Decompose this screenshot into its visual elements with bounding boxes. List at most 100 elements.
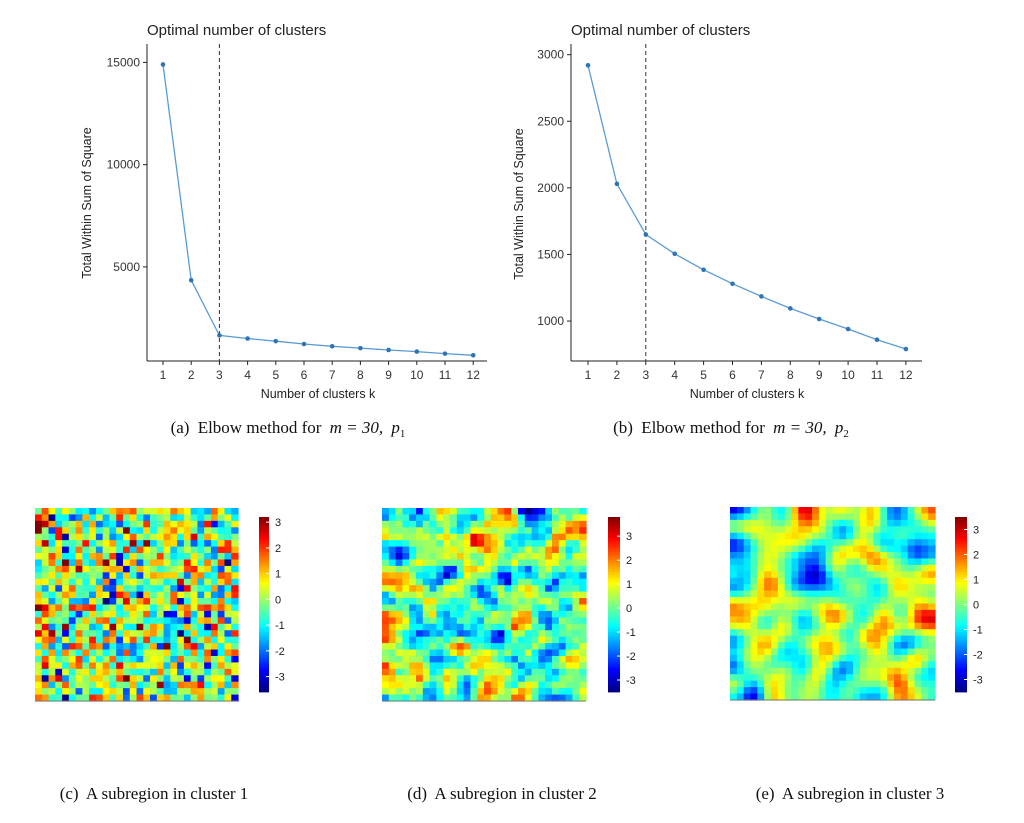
heatmap-cell: [450, 533, 458, 541]
heatmap-cell: [880, 539, 888, 547]
heatmap-cell: [416, 520, 424, 528]
heatmap-cell: [579, 623, 587, 631]
heatmap-cell: [524, 655, 533, 663]
heatmap-cell: [579, 540, 587, 548]
heatmap-cell: [880, 558, 888, 566]
heatmap-cell: [853, 552, 861, 560]
heatmap-cell: [572, 688, 580, 696]
colorbar-segment: [259, 659, 269, 663]
heatmap-cell: [764, 513, 772, 521]
heatmap-cell: [812, 603, 820, 611]
heatmap-cell: [552, 655, 560, 663]
heatmap-cell: [477, 585, 485, 593]
heatmap-cell: [531, 643, 539, 651]
heatmap-cell: [798, 622, 806, 630]
heatmap-cell: [436, 520, 444, 528]
heatmap-cell: [55, 514, 63, 522]
x-tick-label: 11: [439, 368, 452, 382]
heatmap-cell: [409, 553, 417, 561]
heatmap-cell: [48, 649, 56, 657]
heatmap-cell: [812, 597, 820, 605]
heatmap-cell: [558, 604, 567, 612]
heatmap-cell: [518, 559, 526, 567]
heatmap-cell: [518, 514, 526, 522]
heatmap-cell: [204, 662, 212, 670]
heatmap-cell: [116, 662, 124, 670]
colorbar-segment: [608, 549, 620, 553]
heatmap-cell: [55, 527, 63, 535]
heatmap-cell: [116, 591, 124, 599]
heatmap-cell: [853, 526, 861, 534]
heatmap-cell: [497, 559, 505, 567]
heatmap-cell: [456, 572, 465, 580]
heatmap-cell: [812, 616, 820, 624]
heatmap-cell: [102, 540, 111, 548]
heatmap-cell: [798, 513, 806, 521]
heatmap-cell: [839, 590, 847, 598]
heatmap-cell: [538, 565, 546, 573]
heatmap-cell: [82, 520, 90, 528]
heatmap-cell: [497, 598, 505, 606]
heatmap-cell: [156, 508, 165, 516]
heatmap-cell: [928, 526, 936, 534]
heatmap-cell: [900, 558, 909, 566]
heatmap-cell: [75, 508, 83, 516]
heatmap-cell: [538, 520, 546, 528]
heatmap-cell: [887, 545, 895, 553]
heatmap-cell: [504, 572, 512, 580]
heatmap-cell: [928, 661, 936, 669]
heatmap-cell: [163, 675, 171, 683]
heatmap-cell: [743, 674, 752, 682]
heatmap-cell: [41, 617, 50, 625]
heatmap-cell: [518, 643, 526, 651]
colorbar-segment: [259, 667, 269, 670]
heatmap-cell: [743, 629, 752, 637]
heatmap-cell: [210, 688, 219, 696]
heatmap-cell: [750, 603, 758, 611]
heatmap-cell: [552, 668, 560, 676]
heatmap-cell: [150, 668, 158, 676]
heatmap-cell: [477, 649, 485, 657]
heatmap-cell: [880, 622, 888, 630]
heatmap-cell: [395, 585, 403, 593]
heatmap-cell: [136, 630, 144, 638]
heatmap-cell: [894, 558, 902, 566]
heatmap-cell: [825, 635, 834, 643]
heatmap-cell: [552, 540, 560, 548]
heatmap-cell: [450, 514, 458, 522]
heatmap-cell: [894, 693, 902, 701]
heatmap-cell: [89, 617, 97, 625]
heatmap-cell: [743, 680, 752, 688]
x-tick-label: 2: [188, 368, 195, 382]
heatmap-cell: [524, 668, 533, 676]
heatmap-cell: [122, 585, 131, 593]
heatmap-cell: [197, 649, 205, 657]
heatmap-cell: [887, 519, 895, 527]
heatmap-cell: [197, 520, 205, 528]
heatmap-cell: [68, 636, 77, 644]
heatmap-cell: [805, 571, 813, 579]
heatmap-cell: [887, 564, 895, 572]
heatmap-cell: [921, 654, 929, 662]
heatmap-cell: [921, 571, 929, 579]
heatmap-cell: [231, 520, 239, 528]
data-point: [845, 326, 851, 332]
heatmap-cell: [395, 630, 403, 638]
heatmap-cell: [210, 643, 219, 651]
heatmap-cell: [484, 617, 492, 625]
heatmap-cell: [116, 533, 124, 541]
heatmap-cell: [395, 694, 403, 702]
heatmap-cell: [190, 565, 198, 573]
caption-e-label: (e): [756, 784, 775, 803]
heatmap-cell: [443, 591, 451, 599]
heatmap-cell: [89, 694, 97, 702]
heatmap-cell: [35, 546, 43, 554]
heatmap-cell: [771, 577, 779, 585]
heatmap-cell: [109, 578, 117, 586]
heatmap-cell: [197, 553, 205, 561]
heatmap-cell: [497, 688, 505, 696]
heatmap-cell: [914, 552, 922, 560]
heatmap-cell: [62, 520, 70, 528]
